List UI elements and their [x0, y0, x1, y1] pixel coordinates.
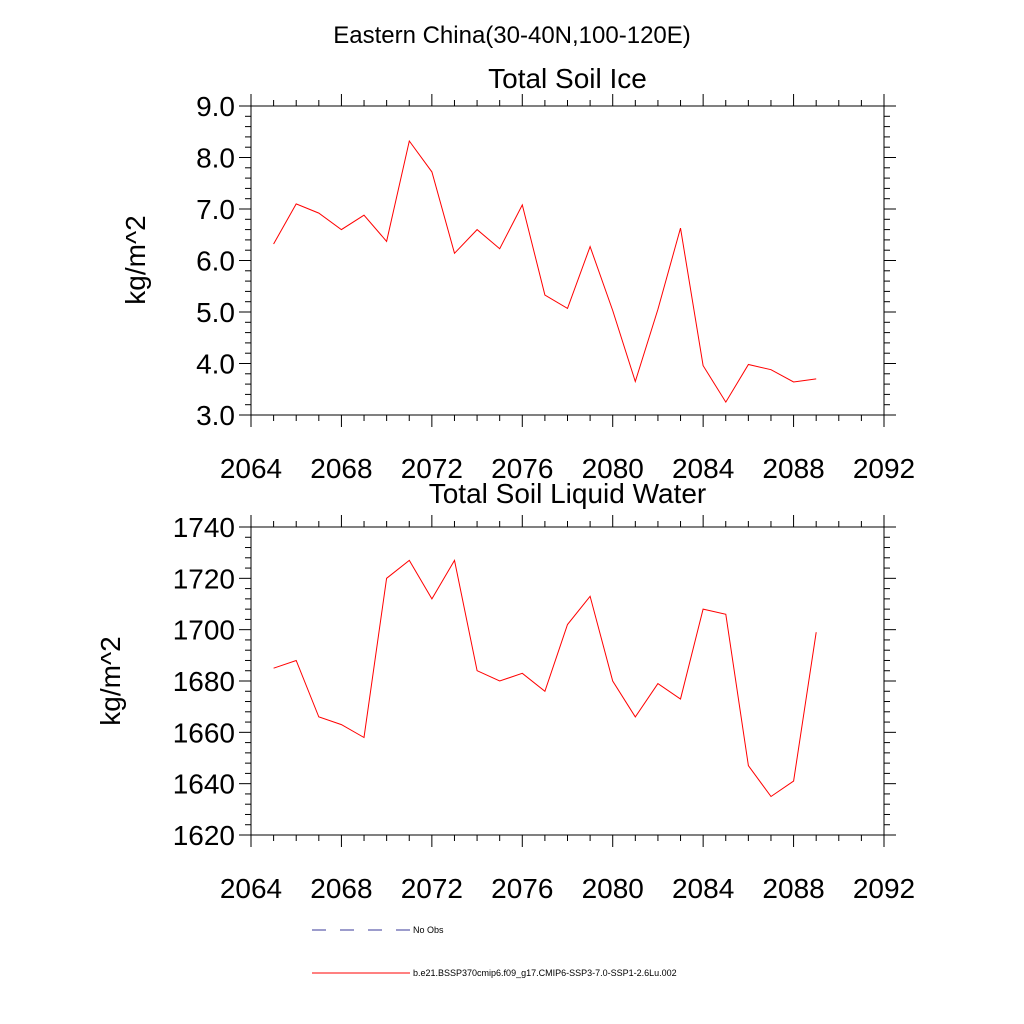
y-tick-label: 8.0: [196, 143, 235, 174]
x-tick-label: 2088: [762, 873, 824, 904]
y-tick-label: 1620: [173, 820, 235, 851]
series-line-liquid: [273, 559, 817, 798]
x-tick-label: 2084: [672, 453, 734, 484]
figure-title: Eastern China(30-40N,100-120E): [333, 22, 691, 49]
x-tick-label: 2064: [220, 873, 282, 904]
chart-ice: Total Soil Ice kg/m^2 2064 2068 2072 2076 2080…: [120, 63, 915, 484]
chart-title: Total Soil Ice: [488, 63, 647, 94]
plot-frame: [250, 526, 885, 836]
legend: No Obs b.e21.BSSP370cmip6.f09_g17.CMIP6-…: [312, 925, 677, 978]
y-axis-label: kg/m^2: [120, 215, 151, 304]
series-line-ice: [273, 139, 817, 404]
x-tick-label: 2068: [310, 453, 372, 484]
x-tick-label: 2076: [491, 453, 553, 484]
x-tick-label: 2080: [582, 873, 644, 904]
x-tick-label: 2064: [220, 453, 282, 484]
x-tick-label: 2068: [310, 873, 372, 904]
y-tick-label: 1640: [173, 769, 235, 800]
x-tick-label: 2080: [582, 453, 644, 484]
x-tick-label: 2084: [672, 873, 734, 904]
y-axis-label: kg/m^2: [95, 636, 126, 725]
x-tick-label: 2076: [491, 873, 553, 904]
y-tick-label: 5.0: [196, 297, 235, 328]
x-tick-label: 2092: [853, 453, 915, 484]
y-tick-label: 6.0: [196, 246, 235, 277]
plot-frame: [250, 105, 885, 416]
y-tick-label: 3.0: [196, 400, 235, 431]
x-tick-label: 2072: [401, 453, 463, 484]
x-tick-label: 2088: [762, 453, 824, 484]
legend-label-model-run: b.e21.BSSP370cmip6.f09_g17.CMIP6-SSP3-7.…: [413, 968, 677, 978]
y-tick-label: 1680: [173, 666, 235, 697]
y-tick-label: 9.0: [196, 91, 235, 122]
y-tick-label: 7.0: [196, 194, 235, 225]
plots: Total Soil Ice kg/m^2 2064 2068 2072 2076 2080…: [95, 63, 915, 904]
x-tick-label: 2072: [401, 873, 463, 904]
chart-title: Total Soil Liquid Water: [429, 478, 707, 509]
y-tick-label: 1720: [173, 563, 235, 594]
y-tick-label: 1660: [173, 717, 235, 748]
y-tick-label: 1700: [173, 615, 235, 646]
chart-liquid: Total Soil Liquid Water kg/m^2 2064 2068 207…: [95, 478, 915, 904]
y-tick-label: 4.0: [196, 349, 235, 380]
y-tick-label: 1740: [173, 512, 235, 543]
x-tick-label: 2092: [853, 873, 915, 904]
legend-label-no-obs: No Obs: [413, 925, 444, 935]
